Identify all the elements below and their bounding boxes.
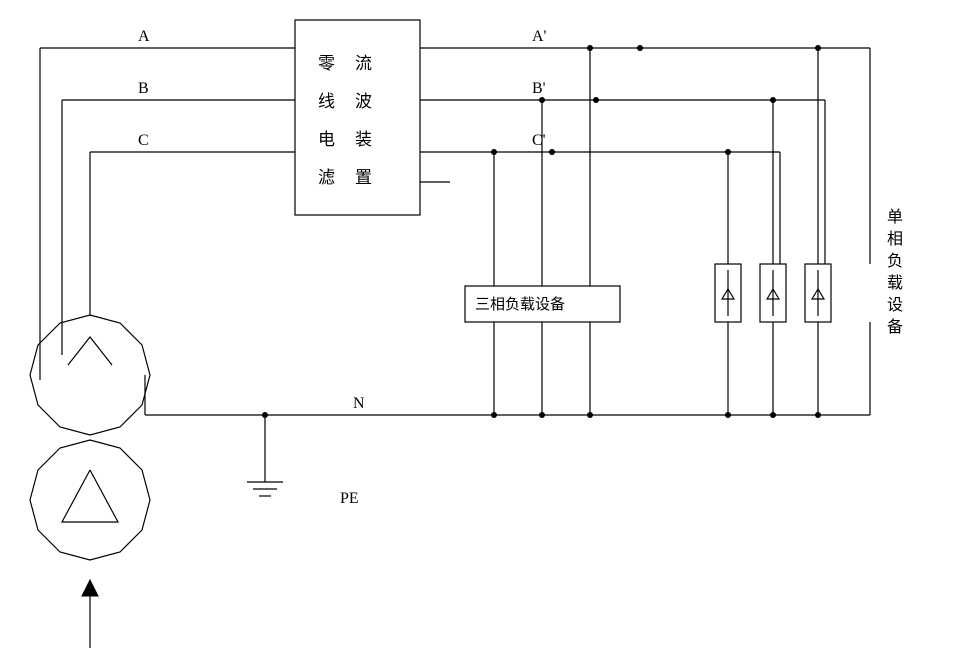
dot-c-tp (491, 149, 497, 155)
label-phase-a-out: A' (532, 28, 546, 46)
dot-n-0 (491, 412, 497, 418)
label-pe: PE (340, 490, 359, 508)
dot-a1 (637, 45, 643, 51)
transformer-top-winding (30, 315, 150, 435)
label-phase-a-in: A (138, 28, 150, 46)
label-neutral: N (353, 395, 365, 413)
three-phase-load-label: 三相负载设备 (475, 293, 565, 314)
filter-line2: 线波 (318, 83, 392, 121)
label-phase-b-out: B' (532, 80, 546, 98)
single-phase-load-label: 单相负载设备 (880, 208, 904, 340)
label-phase-c-out: C' (532, 132, 546, 150)
filter-line3: 电装 (318, 121, 392, 159)
dot-n-3 (725, 412, 731, 418)
dot-b1 (593, 97, 599, 103)
input-feed-arrow (82, 580, 98, 596)
dot-n-1 (539, 412, 545, 418)
label-phase-c-in: C (138, 132, 149, 150)
filter-line1: 零流 (318, 45, 392, 83)
dot-n-5 (815, 412, 821, 418)
dot-n-4 (770, 412, 776, 418)
filter-label-block: 零流 线波 电装 滤置 (318, 45, 392, 197)
label-phase-b-in: B (138, 80, 149, 98)
dot-c1 (549, 149, 555, 155)
dot-pe (262, 412, 268, 418)
winding-top-caret (68, 337, 112, 365)
dot-a-tp (587, 45, 593, 51)
filter-line4: 滤置 (318, 159, 392, 197)
transformer-bottom-winding (30, 440, 150, 560)
dot-n-2 (587, 412, 593, 418)
winding-bottom-delta (62, 470, 118, 522)
